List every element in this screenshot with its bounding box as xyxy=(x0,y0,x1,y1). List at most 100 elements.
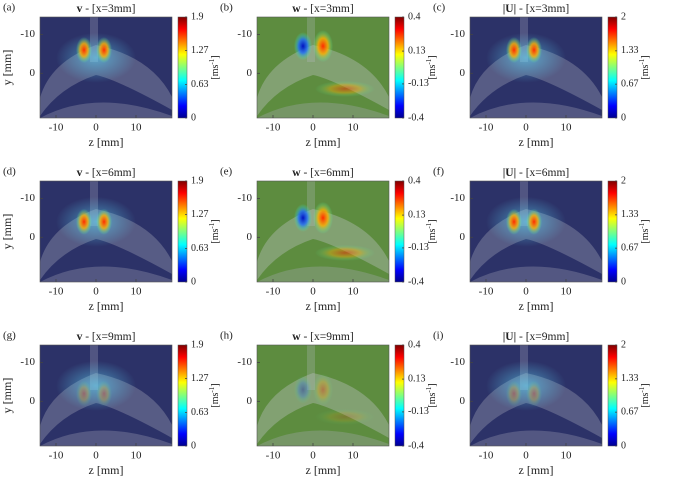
anatomy-lower xyxy=(257,430,389,446)
glow xyxy=(56,360,136,411)
panel-title: v - [x=9mm] xyxy=(77,331,136,343)
hotspot xyxy=(294,375,312,404)
colorbar xyxy=(394,180,405,283)
axes-frame xyxy=(39,344,173,447)
panel-label: (b) xyxy=(220,2,233,14)
unit-close: ] xyxy=(640,383,651,386)
panel-label: (d) xyxy=(3,166,16,178)
colorbar-label: [ms-1] xyxy=(208,383,222,407)
colorbar-label: [ms-1] xyxy=(208,219,222,243)
panel-title: v - [x=3mm] xyxy=(77,3,136,15)
colorbar-tick-label: 0.63 xyxy=(191,243,209,254)
x-tick-label: 10 xyxy=(561,450,573,462)
axes-frame xyxy=(39,180,173,283)
y-tick-label: 0 xyxy=(30,67,36,79)
colorbar-tick-label: 1.33 xyxy=(621,45,639,56)
x-tick-label: -10 xyxy=(49,450,64,462)
x-axis-label: z [mm] xyxy=(519,463,554,477)
axes-frame xyxy=(256,344,390,447)
x-tick-label: 10 xyxy=(131,122,143,134)
hotspot xyxy=(506,37,522,64)
colorbar-tick-label: 1.27 xyxy=(191,209,209,220)
unit-exponent: -1 xyxy=(638,222,646,228)
colorbar-tick-label: 1.9 xyxy=(191,339,204,350)
unit: [ms xyxy=(427,228,438,243)
panel-title: v - [x=6mm] xyxy=(77,167,136,179)
y-tick-label: 0 xyxy=(30,395,36,407)
unit-close: ] xyxy=(427,55,438,58)
title-variable: |U| xyxy=(503,167,516,179)
hotspot xyxy=(76,380,92,407)
panel-label: (e) xyxy=(220,166,233,178)
x-axis-label: z [mm] xyxy=(306,135,341,149)
title-variable: |U| xyxy=(503,331,516,343)
unit: [ms xyxy=(210,392,221,407)
unit-exponent: -1 xyxy=(638,386,646,392)
hotspot xyxy=(315,80,375,97)
x-tick-label: 0 xyxy=(523,450,529,462)
anatomy-lower xyxy=(40,430,172,446)
colorbar-label: [ms-1] xyxy=(425,383,439,407)
panel-label: (i) xyxy=(433,330,444,342)
anatomy-lower xyxy=(257,266,389,282)
axes-frame xyxy=(256,16,390,119)
y-tick-label: -10 xyxy=(237,28,252,40)
panel-title: |U| - [x=6mm] xyxy=(503,167,570,179)
colorbar-tick-label: -0.4 xyxy=(408,440,424,451)
colorbar-label: [ms-1] xyxy=(638,219,652,243)
colorbar-tick-label: 2 xyxy=(621,339,626,350)
panel-label: (a) xyxy=(3,2,16,14)
y-tick-label: -10 xyxy=(20,28,35,40)
x-tick-label: 10 xyxy=(561,286,573,298)
title-variable: |U| xyxy=(503,3,516,15)
x-tick-label: -10 xyxy=(49,122,64,134)
x-axis-label: z [mm] xyxy=(89,135,124,149)
colorbar-tick-label: 0.67 xyxy=(621,78,639,89)
hotspot xyxy=(526,380,542,407)
unit-close: ] xyxy=(210,383,221,386)
anatomy-lower xyxy=(40,102,172,118)
x-tick-label: 0 xyxy=(93,286,99,298)
x-tick-label: 0 xyxy=(93,450,99,462)
x-tick-label: 10 xyxy=(348,122,360,134)
y-tick-label: -10 xyxy=(20,356,35,368)
panel-title: |U| - [x=3mm] xyxy=(503,3,570,15)
y-tick-label: 0 xyxy=(460,395,466,407)
title-text: - [x=9mm] xyxy=(301,331,354,343)
colorbar-tick-label: -0.13 xyxy=(408,78,429,89)
anatomy-lower xyxy=(40,266,172,282)
colorbar-tick-label: 0.67 xyxy=(621,406,639,417)
y-tick-label: -10 xyxy=(20,192,35,204)
colorbar-tick-label: -0.4 xyxy=(408,112,424,123)
x-tick-label: 0 xyxy=(93,122,99,134)
axes-frame xyxy=(469,344,603,447)
anatomy-arch xyxy=(257,373,389,444)
hotspot xyxy=(96,37,112,64)
y-tick-label: -10 xyxy=(450,28,465,40)
panel-title: w - [x=9mm] xyxy=(292,331,353,343)
title-text: - [x=3mm] xyxy=(82,3,135,15)
unit-close: ] xyxy=(427,383,438,386)
x-tick-label: 10 xyxy=(561,122,573,134)
unit-exponent: -1 xyxy=(638,58,646,64)
title-text: - [x=9mm] xyxy=(82,331,135,343)
unit-exponent: -1 xyxy=(425,222,433,228)
unit-exponent: -1 xyxy=(425,386,433,392)
unit: [ms xyxy=(210,228,221,243)
hotspot xyxy=(294,203,312,232)
axes-frame xyxy=(469,16,603,119)
title-text: - [x=6mm] xyxy=(82,167,135,179)
x-tick-label: 0 xyxy=(523,286,529,298)
x-tick-label: -10 xyxy=(49,286,64,298)
colorbar-label: [ms-1] xyxy=(425,219,439,243)
unit-close: ] xyxy=(210,219,221,222)
colorbar xyxy=(177,180,188,283)
axes-frame xyxy=(39,16,173,119)
hotspot xyxy=(315,244,375,261)
colorbar-tick-label: 1.33 xyxy=(621,209,639,220)
